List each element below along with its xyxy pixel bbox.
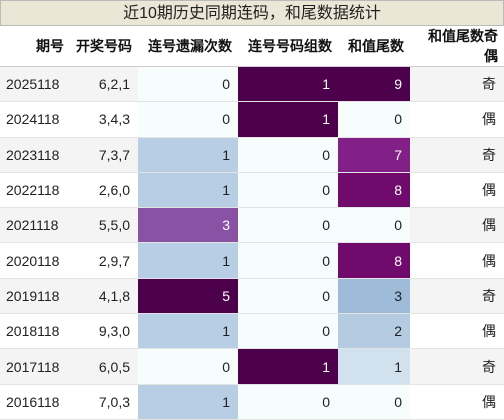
table-cell: 9,3,0 <box>70 313 138 350</box>
table-cell: 0 <box>238 137 338 173</box>
column-header: 期号 <box>0 26 70 67</box>
table-cell: 偶 <box>410 101 504 138</box>
table-cell: 奇 <box>410 278 504 315</box>
table-title: 近10期历史同期连码，和尾数据统计 <box>0 0 504 26</box>
table-row: 2019118 4,1,8 5 0 3 奇 <box>0 278 504 315</box>
table-cell: 2018118 <box>0 313 70 350</box>
table-cell: 偶 <box>410 242 504 279</box>
table-cell: 2025118 <box>0 66 70 103</box>
table-cell: 奇 <box>410 348 504 385</box>
table-cell: 2023118 <box>0 137 70 173</box>
table-cell: 8 <box>338 242 410 279</box>
table-cell: 1 <box>138 384 238 420</box>
table-cell: 1 <box>138 242 238 279</box>
table-cell: 5,5,0 <box>70 207 138 244</box>
table-row: 2017118 6,0,5 0 1 1 奇 <box>0 348 504 385</box>
table-row: 2025118 6,2,1 0 1 9 奇 <box>0 66 504 103</box>
table-cell: 1 <box>238 66 338 103</box>
table-cell: 2024118 <box>0 101 70 138</box>
table-cell: 2019118 <box>0 278 70 315</box>
table-row: 2022118 2,6,0 1 0 8 偶 <box>0 172 504 209</box>
table-cell: 3,4,3 <box>70 101 138 138</box>
table-cell: 0 <box>238 278 338 315</box>
table-cell: 0 <box>238 313 338 350</box>
table-cell: 5 <box>138 278 238 315</box>
table-cell: 8 <box>338 172 410 209</box>
table-cell: 偶 <box>410 207 504 244</box>
table-cell: 奇 <box>410 66 504 103</box>
table-cell: 7 <box>338 137 410 173</box>
table-cell: 1 <box>138 137 238 173</box>
table-cell: 0 <box>238 172 338 209</box>
table-cell: 2017118 <box>0 348 70 385</box>
header-row: 期号 开奖号码 连号遗漏次数 连号号码组数 和值尾数 和值尾数奇偶 <box>0 26 504 67</box>
column-header: 和值尾数 <box>338 26 410 67</box>
table-cell: 0 <box>238 242 338 279</box>
column-header: 连号号码组数 <box>238 26 338 67</box>
table-cell: 3 <box>138 207 238 244</box>
table-cell: 2,9,7 <box>70 242 138 279</box>
data-table: 期号 开奖号码 连号遗漏次数 连号号码组数 和值尾数 和值尾数奇偶 2025118 6,2,… <box>0 26 504 420</box>
table-row: 2018118 9,3,0 1 0 2 偶 <box>0 313 504 350</box>
table-cell: 2,6,0 <box>70 172 138 209</box>
table-cell: 1 <box>138 313 238 350</box>
table-cell: 4,1,8 <box>70 278 138 315</box>
table-cell: 1 <box>238 348 338 385</box>
table-cell: 偶 <box>410 172 504 209</box>
table-cell: 2022118 <box>0 172 70 209</box>
table-cell: 偶 <box>410 313 504 350</box>
table-cell: 2021118 <box>0 207 70 244</box>
table-cell: 0 <box>338 101 410 138</box>
table-cell: 0 <box>138 348 238 385</box>
table-row: 2024118 3,4,3 0 1 0 偶 <box>0 101 504 138</box>
table-cell: 1 <box>338 348 410 385</box>
table-row: 2016118 7,0,3 1 0 0 偶 <box>0 384 504 420</box>
column-header: 连号遗漏次数 <box>138 26 238 67</box>
table-cell: 0 <box>338 207 410 244</box>
table-cell: 偶 <box>410 384 504 420</box>
table-row: 2020118 2,9,7 1 0 8 偶 <box>0 242 504 279</box>
table-row: 2021118 5,5,0 3 0 0 偶 <box>0 207 504 244</box>
table-cell: 0 <box>238 384 338 420</box>
table-cell: 1 <box>138 172 238 209</box>
table-cell: 0 <box>338 384 410 420</box>
table-cell: 6,2,1 <box>70 66 138 103</box>
table-cell: 0 <box>138 101 238 138</box>
table-cell: 0 <box>138 66 238 103</box>
table-cell: 2016118 <box>0 384 70 420</box>
table-body: 2025118 6,2,1 0 1 9 奇 2024118 3,4,3 0 1 0 偶 2023118 7… <box>0 66 504 420</box>
table-cell: 3 <box>338 278 410 315</box>
column-header: 和值尾数奇偶 <box>410 26 504 67</box>
table-cell: 7,0,3 <box>70 384 138 420</box>
column-header: 开奖号码 <box>70 26 138 67</box>
table-cell: 2 <box>338 313 410 350</box>
table-cell: 7,3,7 <box>70 137 138 173</box>
table-cell: 0 <box>238 207 338 244</box>
table-cell: 6,0,5 <box>70 348 138 385</box>
table-cell: 2020118 <box>0 242 70 279</box>
table-row: 2023118 7,3,7 1 0 7 奇 <box>0 137 504 173</box>
table-cell: 1 <box>238 101 338 138</box>
table-cell: 9 <box>338 66 410 103</box>
table-cell: 奇 <box>410 137 504 173</box>
